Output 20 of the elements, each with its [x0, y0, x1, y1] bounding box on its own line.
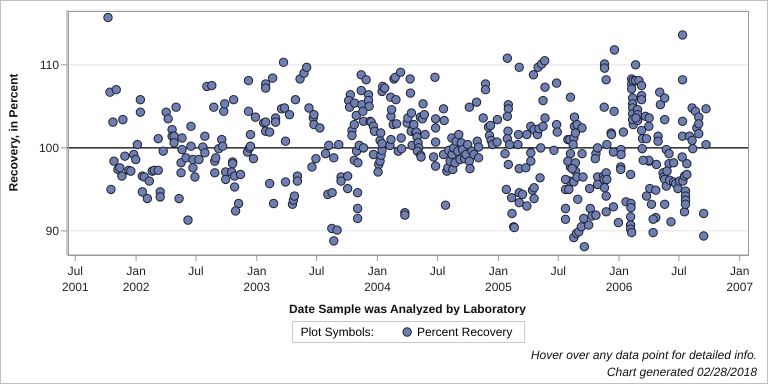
x-tick-label: Jan 2007 [726, 264, 754, 294]
y-tick-label: 90 [46, 224, 60, 238]
y-tick-label: 110 [40, 58, 60, 72]
x-tick-label: Jul [430, 264, 446, 278]
text: Chart generated 02/28/2018 [606, 364, 757, 381]
x-tick-label: Jul [188, 264, 204, 278]
x-tick-label: Jan 2002 [122, 264, 150, 294]
x-tick-label: Jan 2006 [606, 264, 633, 294]
x-tick-label: Jul [550, 264, 566, 278]
y-axis-title: Recovery, in Percent [6, 74, 20, 192]
x-tick-label: Jul 2001 [62, 264, 89, 294]
x-tick-label: Jan 2005 [485, 264, 512, 294]
x-tick-label: Jul [308, 264, 324, 278]
legend-title: Plot Symbols: [300, 325, 374, 339]
legend-label: Percent Recovery [416, 325, 512, 339]
x-tick-label: Jan 2003 [243, 264, 270, 294]
x-tick-label: Jan 2004 [364, 264, 392, 294]
y-tick-label: 100 [38, 141, 60, 156]
x-tick-label: Jul [671, 264, 687, 278]
text: Hover over any data point for detailed info. [530, 347, 757, 364]
